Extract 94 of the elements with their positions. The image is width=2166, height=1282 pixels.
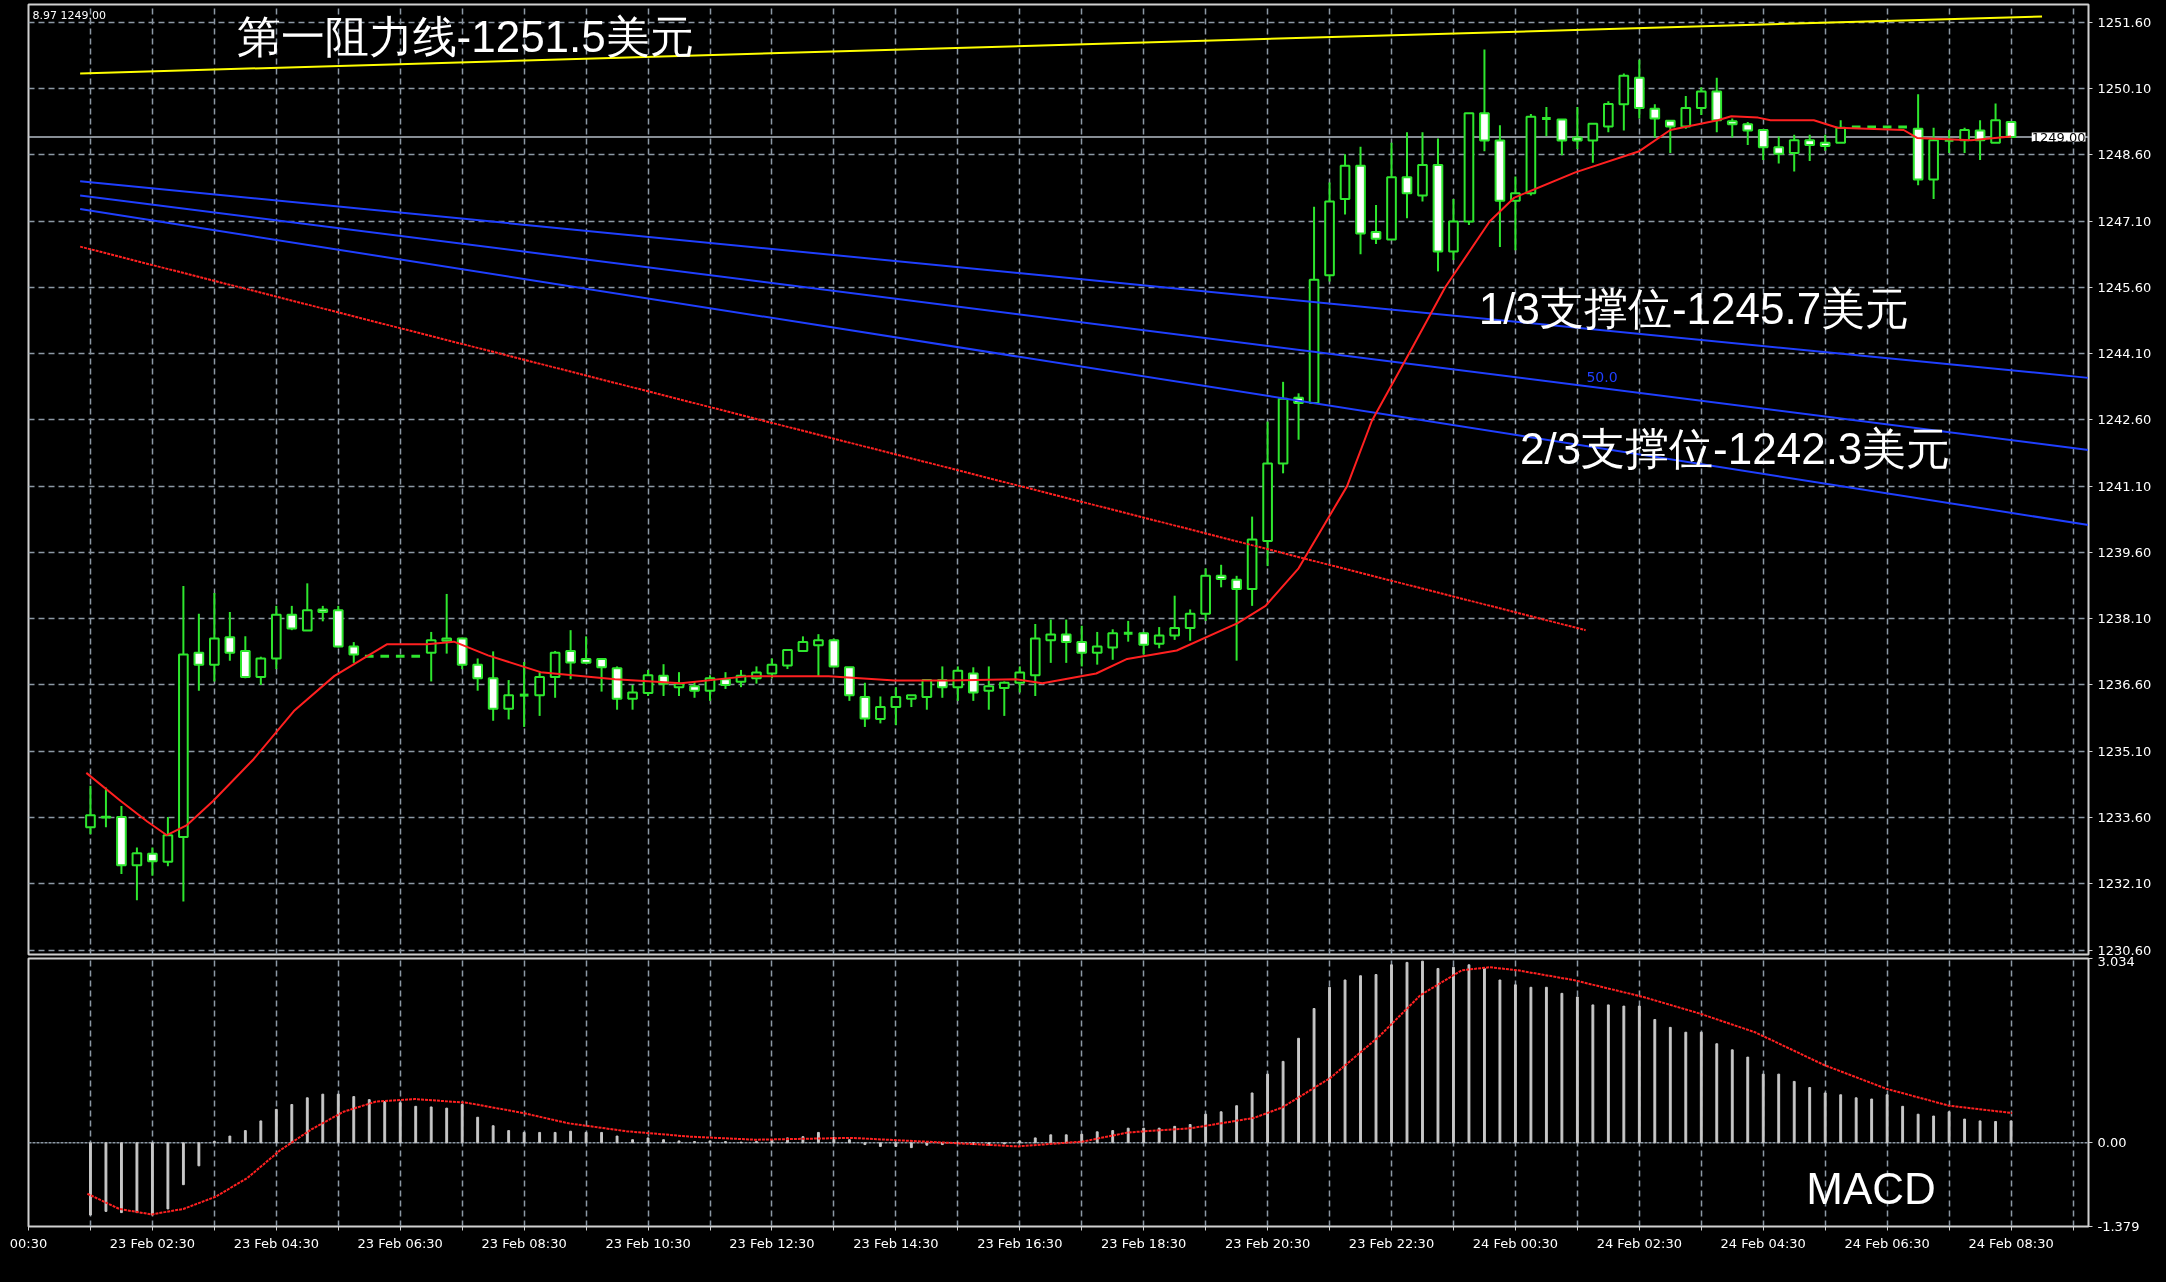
- candlestick: [1695, 86, 1707, 116]
- candlestick: [1603, 100, 1614, 134]
- x-tick-label: 23 Feb 06:30: [357, 1235, 443, 1251]
- candlestick: [472, 657, 484, 692]
- x-tick-label: 24 Feb 04:30: [1720, 1235, 1806, 1251]
- candlestick: [1556, 118, 1568, 157]
- candlestick: [534, 671, 545, 717]
- candlestick: [859, 681, 871, 728]
- candlestick: [1401, 131, 1413, 220]
- ref-line-label: 1249.00: [2031, 129, 2086, 145]
- y-tick-label: 1248.60: [2097, 147, 2152, 163]
- y-tick-label: 1245.60: [2097, 279, 2152, 295]
- y-tick-label: 1241.10: [2097, 478, 2152, 494]
- candlestick: [1726, 117, 1738, 139]
- candlestick: [1122, 619, 1133, 643]
- candlestick: [1184, 608, 1196, 642]
- candlestick: [100, 786, 112, 829]
- x-tick-label: 23 Feb 12:30: [729, 1235, 815, 1251]
- candlestick: [425, 630, 437, 683]
- x-tick-label: 23 Feb 04:30: [233, 1235, 319, 1251]
- candlestick: [224, 611, 236, 662]
- candlestick: [1572, 106, 1583, 150]
- candlestick: [301, 582, 313, 632]
- candlestick: [998, 680, 1010, 717]
- candlestick: [1773, 135, 1785, 165]
- annotation: 第一阻力线-1251.5美元: [236, 12, 694, 62]
- candlestick: [286, 604, 298, 632]
- candlestick: [1215, 563, 1227, 589]
- x-tick-label: 23 Feb 08:30: [481, 1235, 567, 1251]
- x-tick-label: 24 Feb 08:30: [1968, 1235, 2054, 1251]
- candlestick: [1742, 121, 1754, 147]
- y-tick-label: 1242.60: [2097, 412, 2152, 428]
- annotation: 8.97 1249.00: [32, 9, 107, 23]
- candlestick: [983, 665, 995, 711]
- candlestick: [580, 635, 592, 665]
- candlestick: [503, 679, 514, 721]
- y-tick-label: 1233.60: [2097, 810, 2152, 826]
- candlestick: [193, 612, 205, 692]
- series-label: 50.0: [1586, 369, 1618, 386]
- candlestick: [565, 629, 576, 681]
- candlestick: [1060, 618, 1072, 664]
- y-tick-label: 0.00: [2097, 1135, 2127, 1151]
- candlestick: [85, 784, 96, 836]
- y-tick-label: 1232.10: [2097, 876, 2152, 892]
- candlestick: [1153, 626, 1165, 650]
- candlestick: [596, 657, 607, 693]
- x-tick-label: 23 Feb 16:30: [977, 1235, 1063, 1251]
- annotation: 1/3支撑位-1245.7美元: [1478, 284, 1910, 333]
- candlestick: [1835, 119, 1847, 144]
- candlestick: [1107, 628, 1119, 661]
- candlestick: [890, 686, 902, 727]
- y-tick-label: 1247.10: [2097, 213, 2152, 229]
- y-tick-label: 1250.10: [2097, 80, 2152, 96]
- candlestick: [1587, 122, 1599, 164]
- candlestick: [348, 641, 360, 664]
- candlestick: [1231, 574, 1242, 662]
- candlestick: [1664, 119, 1676, 154]
- candlestick: [1757, 128, 1769, 162]
- candlestick: [131, 846, 143, 902]
- candlestick: [782, 649, 793, 671]
- y-tick-label: 1235.10: [2097, 743, 2152, 759]
- y-tick-label: -1.379: [2097, 1219, 2140, 1234]
- candlestick: [967, 666, 979, 702]
- y-tick-label: 1239.60: [2097, 544, 2152, 560]
- candlestick: [1804, 133, 1816, 162]
- y-tick-label: 1251.60: [2097, 14, 2152, 30]
- candlestick: [1990, 102, 2001, 144]
- x-tick-label: 24 Feb 06:30: [1844, 1235, 1930, 1251]
- candlestick: [1076, 624, 1088, 668]
- x-tick-label: 00:30: [9, 1235, 48, 1251]
- x-tick-label: 23 Feb 10:30: [605, 1235, 691, 1251]
- candlestick: [875, 695, 886, 725]
- y-tick-label: 1238.10: [2097, 611, 2152, 627]
- candlestick: [255, 655, 267, 686]
- x-tick-label: 23 Feb 02:30: [109, 1235, 196, 1251]
- candlestick: [1649, 103, 1661, 139]
- y-tick-label: 1236.60: [2097, 677, 2152, 693]
- candlestick: [518, 660, 529, 728]
- candlestick: [147, 846, 158, 877]
- candlestick: [1788, 133, 1800, 173]
- x-tick-label: 24 Feb 02:30: [1596, 1235, 1682, 1251]
- x-tick-label: 23 Feb 18:30: [1101, 1235, 1187, 1251]
- candlestick: [1370, 204, 1382, 245]
- candlestick: [1169, 594, 1180, 641]
- annotation: MACD: [1806, 1164, 1936, 1214]
- candlestick: [1091, 630, 1103, 666]
- x-tick-label: 24 Feb 00:30: [1472, 1235, 1559, 1251]
- x-tick-label: 23 Feb 14:30: [853, 1235, 939, 1251]
- x-tick-label: 23 Feb 20:30: [1224, 1235, 1311, 1251]
- x-tick-label: 23 Feb 22:30: [1348, 1235, 1435, 1251]
- candlestick: [1680, 94, 1692, 130]
- candlestick: [1045, 618, 1057, 664]
- candlestick: [627, 683, 638, 711]
- y-tick-label: 1244.10: [2097, 346, 2152, 362]
